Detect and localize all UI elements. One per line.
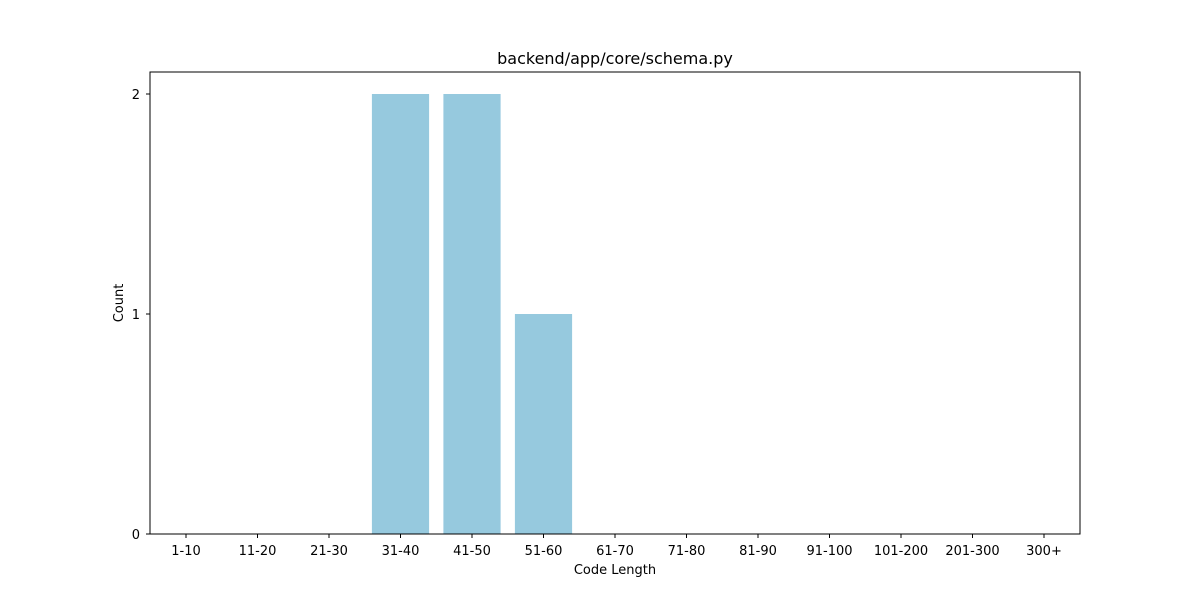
x-tick-label: 31-40: [382, 544, 420, 559]
x-axis-title: Code Length: [574, 563, 656, 578]
x-tick-label: 201-300: [945, 544, 999, 559]
x-tick-label: 61-70: [596, 544, 634, 559]
x-tick-label: 41-50: [453, 544, 491, 559]
y-axis: 0 1 2: [132, 88, 150, 543]
x-tick-label: 81-90: [739, 544, 777, 559]
x-tick-label: 71-80: [668, 544, 706, 559]
x-tick-label: 101-200: [874, 544, 928, 559]
x-tick-label: 11-20: [239, 544, 277, 559]
y-tick-label: 1: [132, 308, 140, 323]
x-tick-label: 91-100: [806, 544, 852, 559]
bar-51-60: [514, 314, 573, 534]
x-tick-label: 51-60: [525, 544, 563, 559]
x-tick-label: 300+: [1026, 544, 1062, 559]
bars-group: [371, 94, 573, 534]
bar-41-50: [443, 94, 501, 534]
x-tick-label: 1-10: [171, 544, 201, 559]
bar-31-40: [371, 94, 430, 534]
x-tick-label: 21-30: [310, 544, 348, 559]
y-axis-title: Count: [112, 284, 127, 323]
y-tick-label: 2: [132, 88, 140, 103]
y-tick-label: 0: [132, 528, 140, 543]
plot-frame: [149, 71, 1081, 535]
chart-title: backend/app/core/schema.py: [497, 49, 733, 68]
x-axis: 1-10 11-20 21-30 31-40 41-50 51-60 61-70 71-80 8…: [171, 534, 1062, 559]
